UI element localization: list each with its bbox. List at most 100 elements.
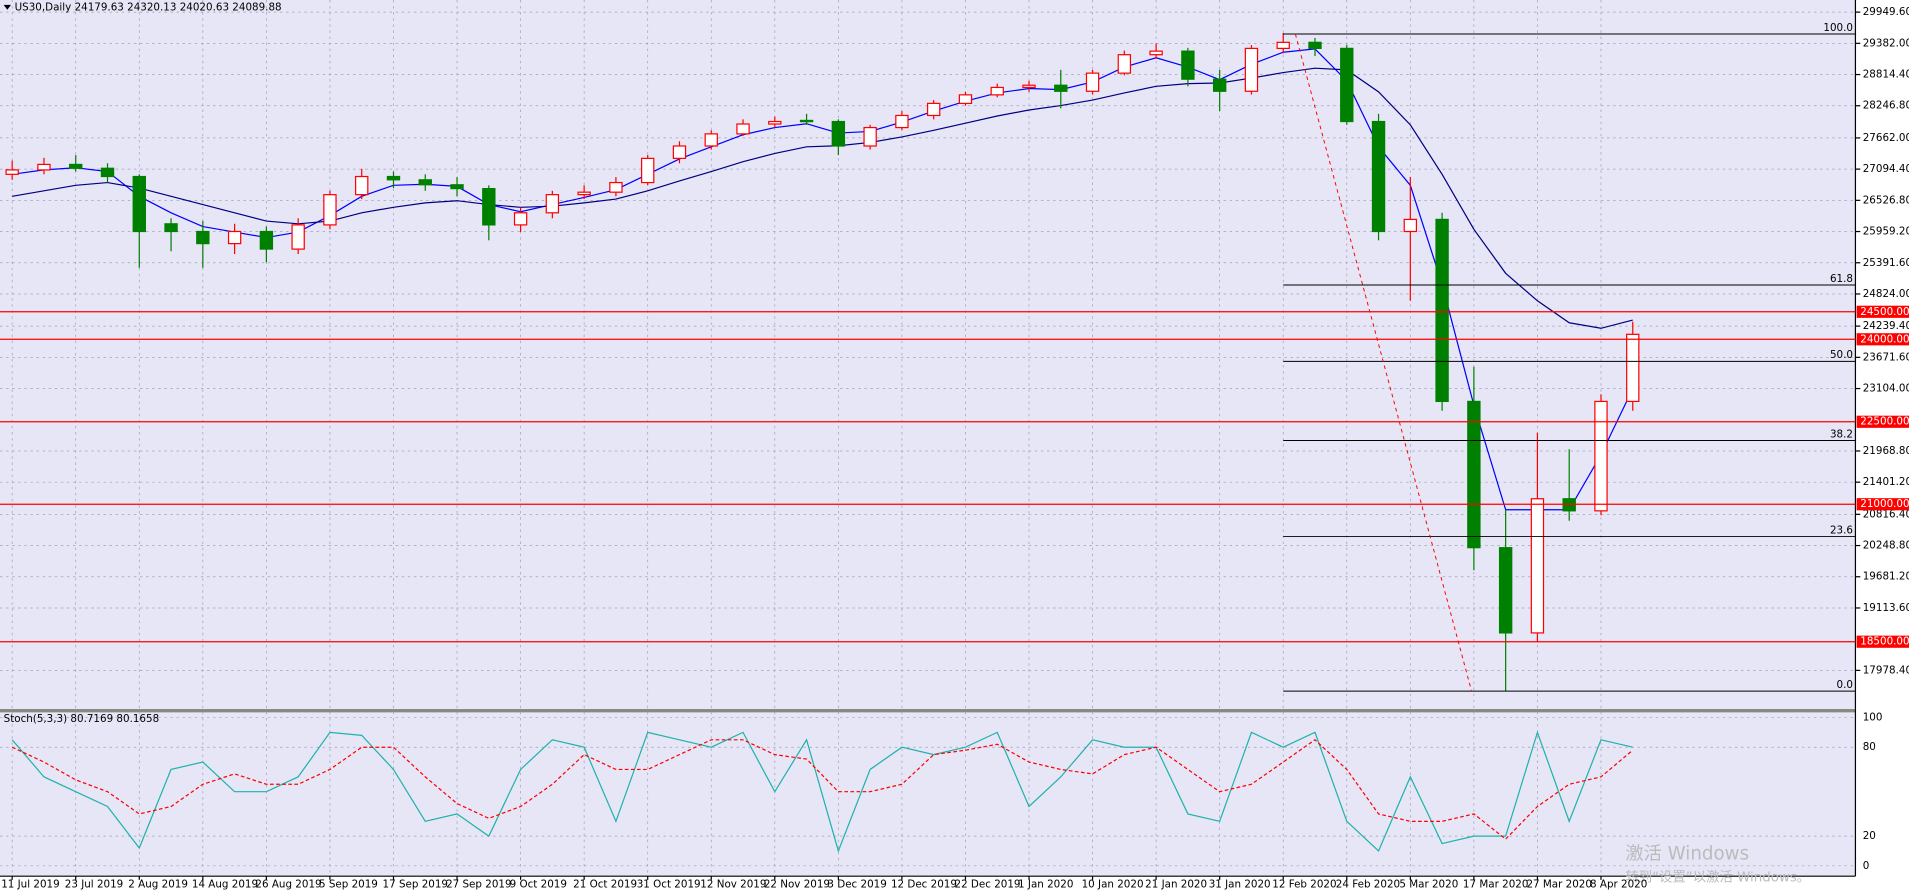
moving-average — [12, 67, 1633, 329]
candle-body — [100, 167, 115, 178]
x-tick-label: 12 Nov 2019 — [700, 879, 766, 891]
candle-body — [323, 194, 337, 226]
x-tick-label: 31 Jan 2020 — [1209, 879, 1271, 891]
candle-body — [1403, 218, 1418, 233]
fib-label: 0.0 — [1837, 679, 1853, 691]
y-tick-label: 25959.20 — [1863, 226, 1909, 238]
candle-body — [545, 194, 560, 214]
candle-body — [1626, 333, 1640, 403]
candle-body — [958, 94, 973, 104]
candle-body — [291, 224, 305, 250]
fib-label: 61.8 — [1830, 273, 1853, 285]
x-tick-label: 31 Oct 2019 — [637, 879, 701, 891]
candle-body — [227, 230, 242, 245]
candle-body — [926, 102, 941, 117]
stoch-tick-label: 0 — [1863, 860, 1870, 872]
stoch-title: Stoch(5,3,3) 80.7169 80.1658 — [4, 713, 160, 725]
candle-body — [513, 212, 528, 226]
x-tick-label: 27 Sep 2019 — [446, 879, 511, 891]
y-tick-label: 26526.80 — [1863, 194, 1909, 206]
candle-body — [69, 163, 83, 169]
x-tick-label: 8 Apr 2020 — [1590, 879, 1647, 891]
candle-body — [132, 175, 146, 233]
y-tick-label: 29949.60 — [1863, 6, 1909, 18]
x-tick-label: 12 Feb 2020 — [1272, 879, 1336, 891]
x-tick-label: 23 Jul 2019 — [65, 879, 123, 891]
level-label-box — [1856, 415, 1909, 428]
x-tick-label: 26 Aug 2019 — [255, 879, 321, 891]
candle-body — [5, 169, 19, 175]
level-label-box — [1856, 305, 1909, 318]
x-tick-label: 2 Aug 2019 — [128, 879, 188, 891]
y-tick-label: 20248.80 — [1863, 540, 1909, 552]
x-tick-label: 11 Jul 2019 — [1, 879, 59, 891]
candle-body — [1308, 41, 1322, 49]
y-tick-label: 23104.00 — [1863, 383, 1909, 395]
candle-body — [990, 86, 1004, 96]
x-tick-label: 17 Sep 2019 — [383, 879, 448, 891]
y-tick-label: 19681.20 — [1863, 571, 1909, 583]
candle-body — [386, 175, 401, 181]
candle-body — [1276, 41, 1290, 49]
fib-label: 38.2 — [1830, 428, 1853, 440]
x-tick-label: 24 Feb 2020 — [1336, 879, 1400, 891]
level-label: 18500.00 — [1860, 636, 1909, 648]
candle-body — [1244, 47, 1259, 92]
x-tick-label: 5 Mar 2020 — [1399, 879, 1458, 891]
candle-body — [482, 188, 496, 226]
watermark: 激活 Windows — [1625, 843, 1749, 864]
x-tick-label: 27 Mar 2020 — [1526, 879, 1591, 891]
stoch-tick-label: 80 — [1863, 741, 1876, 753]
candle-body — [1340, 47, 1354, 123]
candle-body — [1530, 498, 1545, 634]
y-tick-label: 20816.40 — [1863, 508, 1909, 520]
candle-body — [1467, 400, 1481, 549]
level-label: 22500.00 — [1860, 416, 1909, 428]
candle-body — [355, 175, 369, 196]
y-tick-label: 21968.80 — [1863, 445, 1909, 457]
y-tick-label: 29382.00 — [1863, 37, 1909, 49]
candle-body — [1149, 50, 1163, 56]
candle-body — [799, 119, 814, 123]
plot-area — [5, 32, 1640, 853]
chart-title: US30,Daily 24179.63 24320.13 24020.63 24… — [15, 1, 282, 13]
y-tick-label: 21401.20 — [1863, 476, 1909, 488]
candle-body — [768, 120, 782, 125]
x-tick-label: 22 Dec 2019 — [955, 879, 1021, 891]
candle-body — [704, 133, 718, 147]
stoch-tick-label: 20 — [1863, 830, 1876, 842]
candle-body — [259, 230, 274, 250]
candle-body — [1117, 54, 1132, 74]
y-tick-label: 24824.00 — [1863, 288, 1909, 300]
x-tick-label: 21 Oct 2019 — [573, 879, 637, 891]
candle-body — [1212, 78, 1227, 92]
candle-body — [609, 181, 623, 193]
level-label: 24000.00 — [1860, 333, 1909, 345]
y-tick-label: 25391.60 — [1863, 257, 1909, 269]
y-tick-label: 28814.40 — [1863, 69, 1909, 81]
x-tick-label: 17 Mar 2020 — [1463, 879, 1528, 891]
candle-body — [863, 126, 877, 147]
y-tick-label: 24239.40 — [1863, 320, 1909, 332]
candle-body — [1371, 120, 1386, 233]
y-tick-label: 19113.60 — [1863, 602, 1909, 614]
candle-body — [164, 223, 178, 233]
level-label: 21000.00 — [1860, 498, 1909, 510]
level-label-box — [1856, 498, 1909, 511]
candle-body — [450, 184, 464, 190]
y-tick-label: 27094.40 — [1863, 163, 1909, 175]
y-tick-label: 28246.80 — [1863, 100, 1909, 112]
level-label: 24500.00 — [1860, 306, 1909, 318]
price-panel — [0, 0, 1856, 709]
moving-average — [12, 48, 1634, 511]
x-tick-label: 21 Jan 2020 — [1145, 879, 1207, 891]
candle-body — [1435, 218, 1449, 403]
fib-label: 23.6 — [1830, 524, 1853, 536]
x-tick-label: 12 Dec 2019 — [891, 879, 957, 891]
candle-body — [641, 157, 655, 184]
level-label-box — [1856, 635, 1909, 648]
candle-body — [1085, 72, 1100, 92]
fib-label: 100.0 — [1823, 22, 1853, 34]
candle-body — [1498, 547, 1513, 634]
